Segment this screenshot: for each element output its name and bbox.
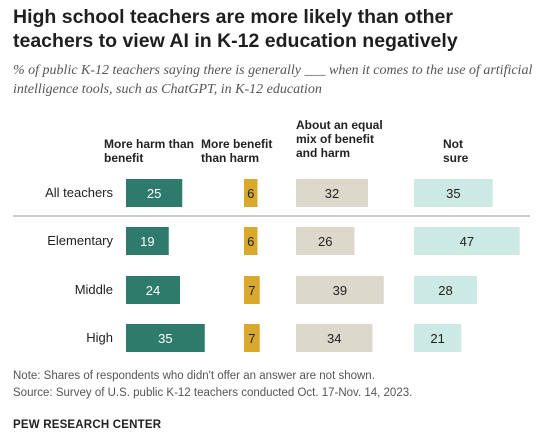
column-header-benefit: More benefit than harm [201, 137, 273, 165]
bar-benefit [244, 227, 258, 255]
data-label-benefit: 6 [247, 234, 254, 249]
bar-mix [296, 276, 384, 304]
bar-harm [126, 324, 205, 352]
bar-harm [126, 227, 169, 255]
column-header-harm: More harm than benefit [104, 137, 195, 165]
source-text: Source: Survey of U.S. public K-12 teach… [13, 387, 413, 399]
bar-harm [126, 179, 183, 207]
data-label-benefit: 6 [247, 186, 254, 201]
data-label-mix: 32 [325, 186, 339, 201]
bar-notsure [414, 276, 477, 304]
category-label: All teachers [45, 185, 113, 200]
category-label: High [86, 330, 113, 345]
column-header-mix: About an equal mix of benefit and harm [296, 118, 383, 160]
data-label-notsure: 47 [460, 234, 474, 249]
bar-mix [296, 227, 355, 255]
data-label-benefit: 7 [248, 331, 255, 346]
bar-harm [126, 276, 180, 304]
data-label-benefit: 7 [248, 283, 255, 298]
data-label-mix: 34 [327, 331, 341, 346]
category-label: Elementary [47, 233, 113, 248]
chart-subtitle: % of public K-12 teachers saying there i… [13, 63, 533, 97]
data-label-harm: 19 [140, 234, 154, 249]
category-label: Middle [75, 282, 113, 297]
data-label-notsure: 21 [430, 331, 444, 346]
data-label-notsure: 35 [446, 186, 460, 201]
data-label-mix: 26 [318, 234, 332, 249]
chart-title: High school teachers are more likely tha… [13, 6, 458, 52]
bar-benefit [244, 179, 258, 207]
bar-benefit [244, 324, 260, 352]
bar-notsure [414, 324, 462, 352]
data-label-harm: 25 [147, 186, 161, 201]
data-label-notsure: 28 [438, 283, 452, 298]
bar-mix [296, 324, 373, 352]
data-label-mix: 39 [333, 283, 347, 298]
bar-mix [296, 179, 368, 207]
data-label-harm: 35 [158, 331, 172, 346]
bar-notsure [414, 179, 493, 207]
column-header-notsure: Not sure [443, 137, 469, 165]
data-label-harm: 24 [146, 283, 160, 298]
bar-benefit [244, 276, 260, 304]
brand-label: PEW RESEARCH CENTER [13, 419, 162, 431]
note-text: Note: Shares of respondents who didn't o… [13, 370, 375, 382]
bar-notsure [414, 227, 520, 255]
